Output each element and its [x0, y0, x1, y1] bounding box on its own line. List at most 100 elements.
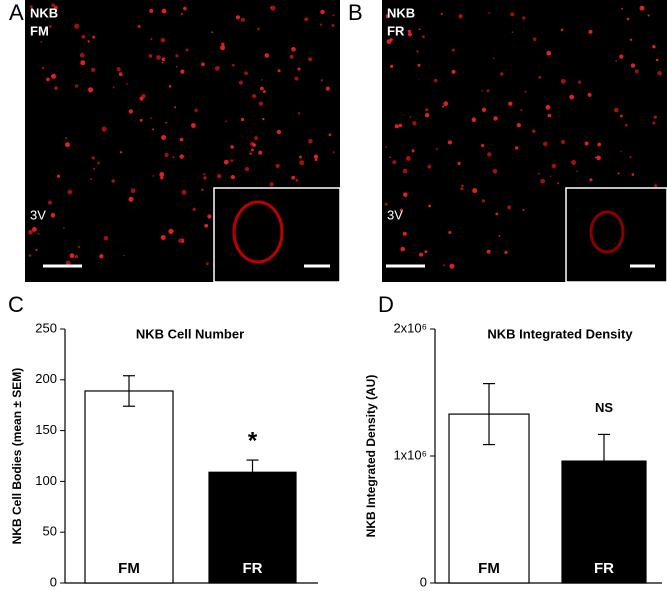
dot — [398, 123, 403, 128]
category-label: FR — [243, 560, 263, 577]
dot — [206, 262, 209, 266]
dot — [63, 226, 65, 229]
dot — [139, 96, 144, 101]
y-tick-label: 50 — [43, 524, 57, 539]
dot — [35, 248, 38, 251]
dot — [93, 167, 96, 170]
dot — [407, 32, 412, 37]
dot — [297, 67, 301, 71]
dot — [254, 136, 259, 141]
dot — [119, 151, 123, 154]
dot — [277, 69, 281, 73]
dot — [37, 232, 40, 235]
dot — [472, 188, 478, 194]
dot — [174, 106, 177, 109]
dot — [487, 152, 492, 157]
dot — [304, 17, 309, 22]
dot — [165, 121, 168, 124]
dot — [291, 47, 296, 52]
dot — [386, 39, 392, 44]
dot — [412, 121, 417, 126]
dot — [240, 17, 245, 22]
dot — [152, 128, 155, 131]
dot — [235, 15, 240, 20]
stain-label: NKB — [30, 5, 58, 20]
stain-label: NKB — [387, 5, 415, 20]
dot — [88, 87, 94, 93]
dot — [130, 188, 136, 194]
dot — [203, 173, 206, 176]
dot — [385, 14, 390, 19]
dot — [617, 172, 620, 175]
dot — [257, 27, 260, 31]
chart-title: NKB Integrated Density — [487, 326, 633, 341]
dot — [156, 55, 161, 60]
dot — [262, 90, 266, 94]
category-label: FM — [478, 560, 500, 577]
dot — [532, 37, 537, 42]
y-tick-label: 0 — [50, 574, 57, 589]
dot — [168, 85, 172, 88]
dot — [448, 231, 452, 234]
dot — [192, 207, 196, 211]
dot — [594, 156, 597, 159]
dot — [139, 118, 143, 122]
dot — [261, 79, 263, 81]
dot — [587, 92, 592, 97]
dot — [520, 109, 523, 112]
dot — [447, 140, 452, 145]
dot — [230, 145, 234, 149]
dot — [111, 179, 115, 183]
dot — [308, 138, 313, 144]
panel-letter: C — [8, 292, 24, 317]
dot — [54, 5, 58, 10]
chart-title: NKB Cell Number — [136, 326, 244, 341]
dot — [424, 113, 430, 118]
dot — [522, 16, 526, 20]
region-label: 3V — [387, 207, 403, 222]
dot — [524, 90, 527, 93]
category-label: FM — [118, 560, 140, 577]
dot — [90, 178, 92, 181]
dot — [461, 184, 464, 187]
dot — [258, 150, 263, 155]
dot — [394, 124, 399, 129]
dot — [161, 61, 164, 64]
panel-letter: B — [348, 0, 363, 25]
dot — [596, 155, 601, 161]
dot — [118, 72, 123, 77]
dot — [32, 227, 37, 232]
error-bar — [246, 459, 259, 486]
error-bar — [123, 375, 135, 407]
dot — [407, 29, 411, 33]
dot — [325, 86, 330, 91]
dot — [180, 69, 185, 74]
dot — [488, 12, 491, 15]
dot — [175, 54, 179, 58]
category-label: FR — [594, 560, 614, 577]
error-bar — [483, 383, 495, 446]
dot — [125, 83, 128, 85]
dot — [620, 150, 622, 153]
dot — [427, 164, 432, 169]
dot — [211, 31, 214, 34]
dot — [629, 156, 632, 159]
error-bar — [598, 433, 610, 489]
dot — [647, 14, 650, 17]
dot — [319, 23, 322, 26]
dot — [225, 120, 228, 123]
dot — [409, 116, 412, 118]
dot — [400, 246, 406, 252]
dot — [389, 156, 391, 159]
dot — [557, 182, 559, 185]
dot — [561, 139, 566, 145]
dot — [588, 29, 593, 34]
dot — [160, 176, 164, 180]
dot — [74, 23, 80, 29]
dot — [545, 104, 551, 110]
dot — [69, 253, 75, 259]
dot — [589, 178, 593, 182]
dot — [320, 79, 323, 82]
dot — [159, 172, 165, 177]
inset-cell — [232, 200, 284, 264]
